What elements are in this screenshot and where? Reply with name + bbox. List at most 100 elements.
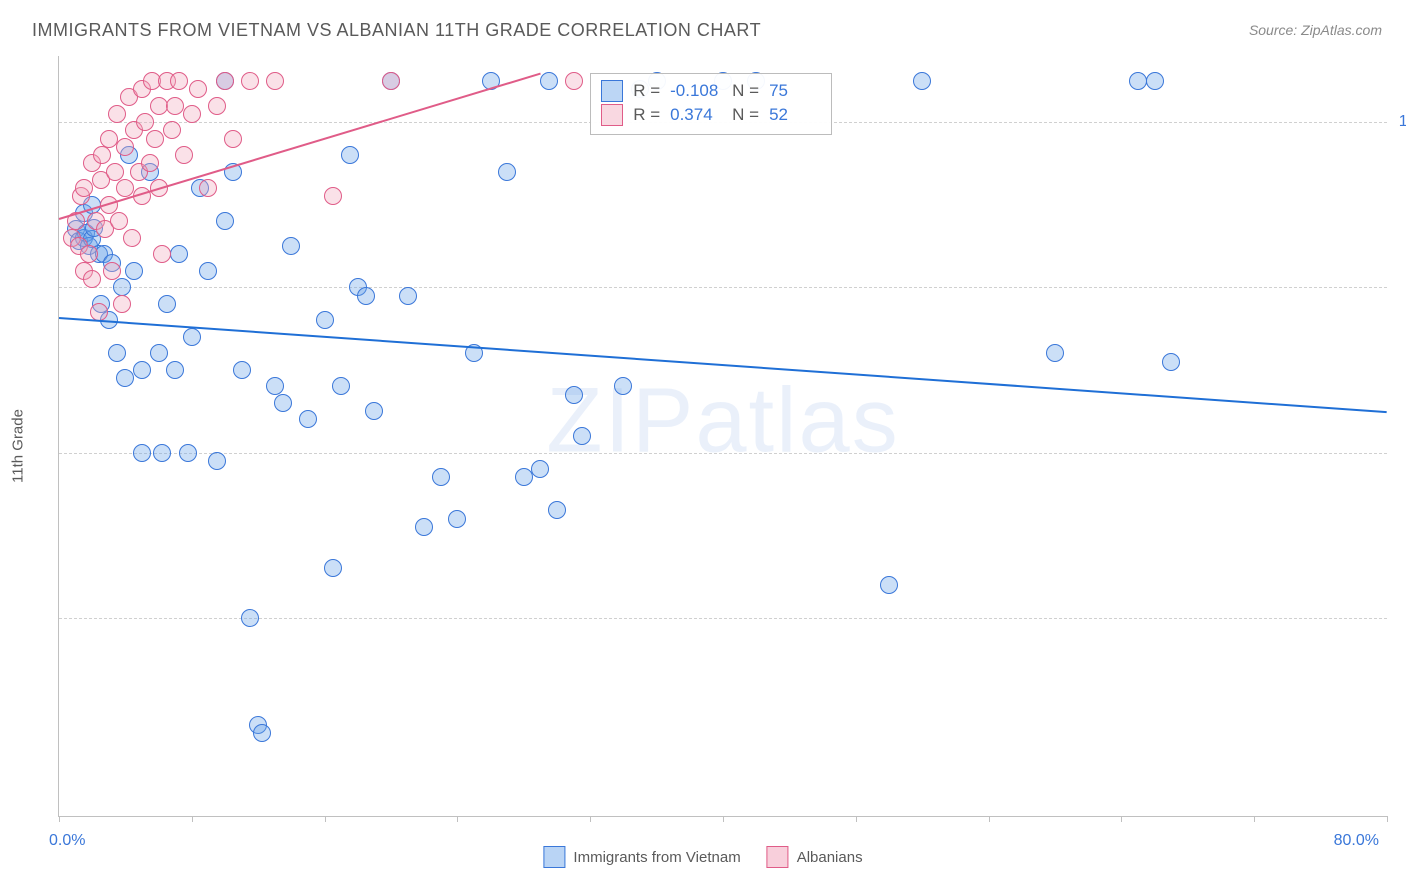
data-point-vietnam [274,394,292,412]
data-point-vietnam [1046,344,1064,362]
data-point-vietnam [282,237,300,255]
data-point-albanians [166,97,184,115]
data-point-albanians [146,130,164,148]
watermark: ZIPatlas [546,368,899,473]
data-point-albanians [224,130,242,148]
data-point-albanians [183,105,201,123]
x-tick [325,816,326,822]
data-point-albanians [266,72,284,90]
stats-n-value-albanians: 52 [769,105,821,125]
stats-n-label: N = [732,105,759,125]
x-tick [590,816,591,822]
data-point-albanians [123,229,141,247]
x-tick [989,816,990,822]
data-point-vietnam [316,311,334,329]
data-point-vietnam [531,460,549,478]
data-point-vietnam [179,444,197,462]
data-point-vietnam [432,468,450,486]
legend-label-vietnam: Immigrants from Vietnam [573,849,740,866]
data-point-vietnam [515,468,533,486]
stats-r-value-vietnam: -0.108 [670,81,722,101]
data-point-albanians [108,105,126,123]
trend-line-vietnam [59,317,1387,413]
stats-r-value-albanians: 0.374 [670,105,722,125]
data-point-vietnam [199,262,217,280]
data-point-albanians [141,154,159,172]
data-point-vietnam [266,377,284,395]
stats-box: R = -0.108 N = 75 R = 0.374 N = 52 [590,73,832,135]
data-point-albanians [216,72,234,90]
data-point-albanians [103,262,121,280]
data-point-albanians [93,146,111,164]
data-point-vietnam [253,724,271,742]
data-point-vietnam [113,278,131,296]
data-point-albanians [382,72,400,90]
data-point-vietnam [108,344,126,362]
data-point-vietnam [133,444,151,462]
y-tick-label: 70.0% [1393,609,1406,627]
data-point-vietnam [880,576,898,594]
data-point-vietnam [1129,72,1147,90]
data-point-vietnam [183,328,201,346]
data-point-vietnam [153,444,171,462]
data-point-albanians [100,130,118,148]
data-point-albanians [199,179,217,197]
data-point-vietnam [150,344,168,362]
stats-row-albanians: R = 0.374 N = 52 [601,104,821,126]
data-point-vietnam [498,163,516,181]
data-point-vietnam [233,361,251,379]
data-point-vietnam [116,369,134,387]
data-point-vietnam [341,146,359,164]
x-tick [192,816,193,822]
data-point-albanians [106,163,124,181]
legend-item-vietnam: Immigrants from Vietnam [543,846,740,868]
data-point-albanians [324,187,342,205]
plot-area: ZIPatlas 70.0%80.0%90.0%100.0%0.0%80.0%R… [58,56,1387,817]
data-point-albanians [150,97,168,115]
data-point-albanians [241,72,259,90]
bottom-legend: Immigrants from Vietnam Albanians [543,846,862,868]
x-label-max: 80.0% [1334,832,1379,850]
data-point-vietnam [1146,72,1164,90]
stats-n-label: N = [732,81,759,101]
data-point-vietnam [573,427,591,445]
chart-title: IMMIGRANTS FROM VIETNAM VS ALBANIAN 11TH… [32,20,761,41]
data-point-vietnam [208,452,226,470]
x-label-min: 0.0% [49,832,85,850]
stats-n-value-vietnam: 75 [769,81,821,101]
data-point-vietnam [170,245,188,263]
data-point-albanians [80,245,98,263]
data-point-albanians [136,113,154,131]
x-tick [856,816,857,822]
source-attribution: Source: ZipAtlas.com [1249,22,1382,38]
data-point-albanians [75,179,93,197]
stats-r-label: R = [633,105,660,125]
data-point-vietnam [415,518,433,536]
data-point-albanians [189,80,207,98]
data-point-vietnam [216,212,234,230]
data-point-albanians [153,245,171,263]
grid-line [59,453,1387,454]
y-tick-label: 100.0% [1393,113,1406,131]
x-tick [457,816,458,822]
data-point-vietnam [158,295,176,313]
data-point-albanians [170,72,188,90]
data-point-albanians [163,121,181,139]
data-point-albanians [116,179,134,197]
data-point-vietnam [448,510,466,528]
stats-r-label: R = [633,81,660,101]
data-point-albanians [175,146,193,164]
data-point-albanians [565,72,583,90]
data-point-vietnam [133,361,151,379]
stats-row-vietnam: R = -0.108 N = 75 [601,80,821,102]
legend-swatch-vietnam [543,846,565,868]
data-point-vietnam [548,501,566,519]
data-point-albanians [113,295,131,313]
data-point-vietnam [357,287,375,305]
data-point-vietnam [365,402,383,420]
x-tick [723,816,724,822]
data-point-vietnam [913,72,931,90]
data-point-vietnam [241,609,259,627]
data-point-vietnam [1162,353,1180,371]
grid-line [59,287,1387,288]
